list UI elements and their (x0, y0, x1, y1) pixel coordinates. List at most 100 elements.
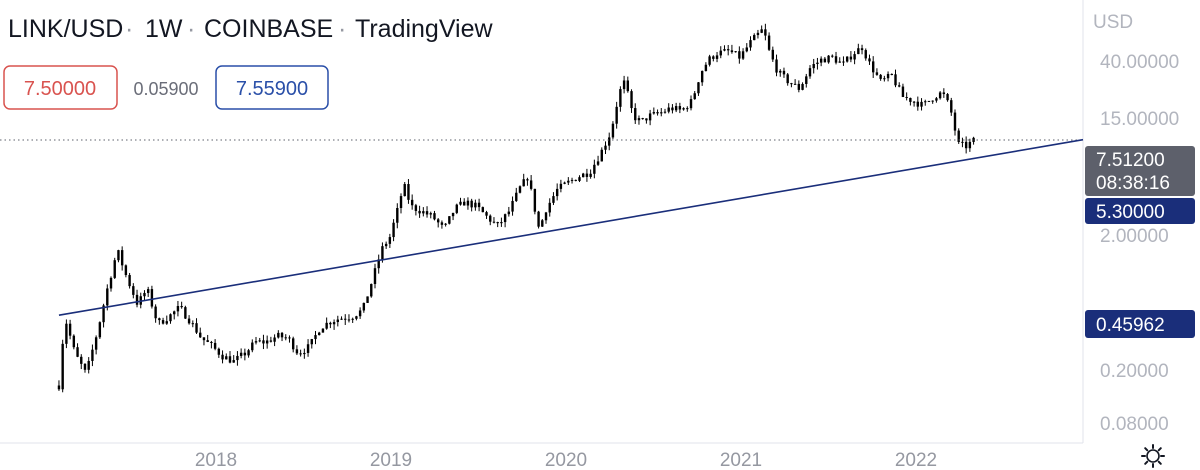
candle-body (236, 355, 239, 361)
candle-body (459, 201, 462, 205)
candle-body (470, 200, 473, 208)
candle-body (927, 100, 931, 102)
candle-body (340, 318, 343, 320)
candle-body (102, 305, 105, 323)
candle-body (697, 82, 700, 94)
candle-body (864, 50, 867, 59)
candle-body (265, 340, 269, 344)
candles-group (57, 23, 975, 393)
candle-body (857, 48, 860, 55)
candle-body (239, 352, 243, 356)
candle-body (537, 211, 540, 227)
candle-body (567, 180, 570, 183)
trendline[interactable] (58, 138, 1084, 317)
candle-body (793, 83, 797, 85)
candle-body (968, 141, 972, 149)
candle-body (596, 161, 600, 165)
candle-body (500, 222, 503, 224)
candle-body (950, 100, 953, 113)
candle-body (448, 216, 451, 224)
candle-body (942, 92, 946, 95)
candle-body (347, 319, 351, 321)
candle-body (890, 73, 893, 75)
candle-body (529, 180, 533, 189)
candle-body (961, 141, 964, 143)
candle-body (533, 188, 537, 212)
current-price-tag: 7.51200 08:38:16 (1085, 146, 1195, 196)
candle-body (358, 310, 362, 317)
candle-body (518, 186, 522, 193)
candle-body (511, 200, 514, 212)
price-axis[interactable]: USD 40.00000 15.00000 2.00000 0.20000 0.… (1085, 12, 1195, 435)
candle-body (477, 202, 481, 208)
candle-body (920, 101, 923, 107)
candle-body (496, 222, 499, 224)
candle-body (689, 99, 693, 109)
candle-body (700, 70, 704, 83)
trendline-upper-value: 5.30000 (1096, 202, 1165, 223)
candle-body (381, 246, 384, 260)
candle-body (221, 354, 224, 360)
candle-body (57, 385, 61, 390)
buy-price: 7.55900 (236, 78, 308, 100)
candle-body (808, 68, 812, 77)
candle-body (433, 213, 436, 220)
candle-body (671, 107, 674, 111)
current-price-value: 7.51200 (1096, 150, 1165, 171)
buy-button[interactable]: 7.55900 (215, 65, 329, 110)
candle-body (273, 337, 276, 342)
candle-body (652, 112, 656, 114)
candle-body (779, 70, 782, 73)
candle-body (351, 318, 354, 320)
candle-body (637, 118, 641, 121)
candle-body (622, 80, 626, 90)
candle-body (552, 196, 555, 203)
candle-body (258, 340, 261, 342)
candle-body (946, 94, 949, 101)
symbol-title[interactable]: LINK/USD (8, 15, 123, 43)
candle-body (693, 93, 696, 100)
candle-body (630, 91, 633, 109)
candle-body (485, 212, 488, 216)
exchange-label: COINBASE (204, 15, 333, 43)
candle-body (98, 322, 102, 338)
candle-body (816, 62, 819, 65)
candle-body (853, 54, 856, 60)
price-label-0-08: 0.08000 (1100, 414, 1169, 435)
candle-body (373, 268, 377, 285)
candle-body (407, 184, 410, 200)
candle-body (585, 173, 589, 177)
candle-body (210, 341, 213, 343)
gear-icon[interactable] (1141, 444, 1165, 468)
candle-body (704, 64, 708, 71)
candle-body (191, 323, 195, 325)
candle-body (845, 56, 849, 62)
candle-body (451, 212, 455, 217)
candle-body (522, 179, 525, 187)
price-label-40: 40.00000 (1100, 52, 1179, 73)
candle-body (753, 35, 756, 41)
sell-button[interactable]: 7.50000 (3, 65, 118, 110)
candle-body (570, 179, 574, 181)
candle-body (436, 219, 440, 223)
candle-body (756, 32, 760, 36)
candle-body (909, 97, 912, 102)
candle-body (180, 305, 183, 308)
trendline-lower-value: 0.45962 (1096, 315, 1165, 336)
candle-body (886, 73, 890, 79)
interval-label[interactable]: 1W (145, 15, 183, 43)
candle-body (429, 213, 432, 215)
candle-body (626, 80, 630, 92)
candle-body (344, 318, 347, 320)
candle-body (786, 74, 789, 84)
candle-body (474, 202, 477, 208)
time-axis[interactable]: 2018 2019 2020 2021 2022 (195, 450, 937, 470)
candle-body (418, 210, 421, 214)
sell-price: 7.50000 (24, 78, 96, 100)
candle-body (392, 222, 395, 238)
candle-body (957, 130, 960, 142)
candle-body (764, 29, 767, 36)
price-label-2: 2.00000 (1100, 226, 1169, 247)
candle-body (875, 72, 879, 75)
